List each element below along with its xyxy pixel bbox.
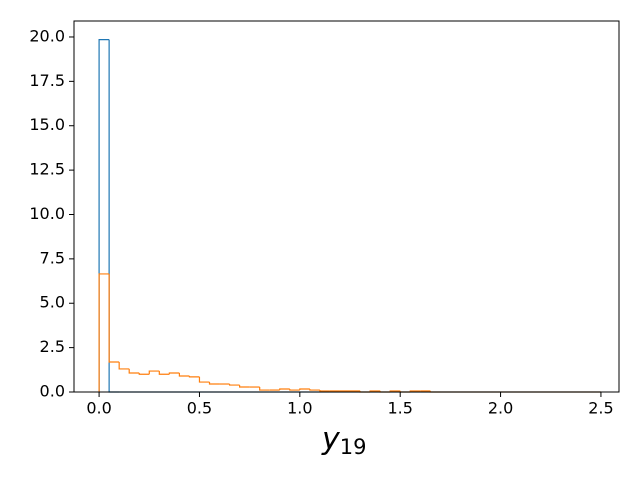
histogram-step — [148, 370, 160, 375]
histogram-step — [108, 39, 120, 393]
y-tick-label: 17.5 — [29, 71, 65, 90]
y-tick-label: 10.0 — [29, 204, 65, 223]
histogram-step — [138, 373, 150, 375]
histogram-step — [198, 376, 210, 383]
y-tick-label: 0.0 — [40, 382, 65, 401]
histogram-step — [98, 273, 110, 392]
histogram-step — [128, 368, 140, 374]
x-label-main: y — [321, 422, 341, 457]
histogram-step — [259, 387, 270, 391]
y-tick-label: 15.0 — [29, 115, 65, 134]
histogram-step — [108, 273, 120, 363]
plot-frame — [73, 20, 620, 393]
x-tick-label: 1.0 — [287, 399, 312, 418]
histogram-step — [239, 385, 250, 388]
histogram-step — [299, 388, 310, 391]
y-tick-label: 20.0 — [29, 26, 65, 45]
histogram-step — [158, 371, 170, 375]
histogram-step — [279, 388, 290, 391]
histogram-step — [178, 373, 190, 377]
histogram-step — [98, 39, 110, 392]
histogram-step — [188, 376, 200, 378]
x-label-subscript: 19 — [340, 435, 367, 459]
histogram-step — [319, 390, 330, 392]
y-tick-label: 12.5 — [29, 160, 65, 179]
x-tick-label: 2.0 — [488, 399, 513, 418]
x-tick-label: 0.5 — [187, 399, 212, 418]
x-tick-label: 1.5 — [387, 399, 412, 418]
histogram-step — [309, 388, 320, 391]
x-tick-label: 2.5 — [588, 399, 613, 418]
x-tick-label: 0.0 — [86, 399, 111, 418]
histogram-step — [289, 388, 300, 391]
histogram-step — [118, 362, 130, 370]
x-axis-label: y19 — [321, 422, 367, 460]
y-tick-label: 5.0 — [40, 293, 65, 312]
y-tick-label: 2.5 — [40, 337, 65, 356]
histogram-step — [228, 384, 240, 386]
histogram-step — [208, 382, 220, 385]
histogram-step — [168, 372, 180, 375]
y-tick-label: 7.5 — [40, 248, 65, 267]
